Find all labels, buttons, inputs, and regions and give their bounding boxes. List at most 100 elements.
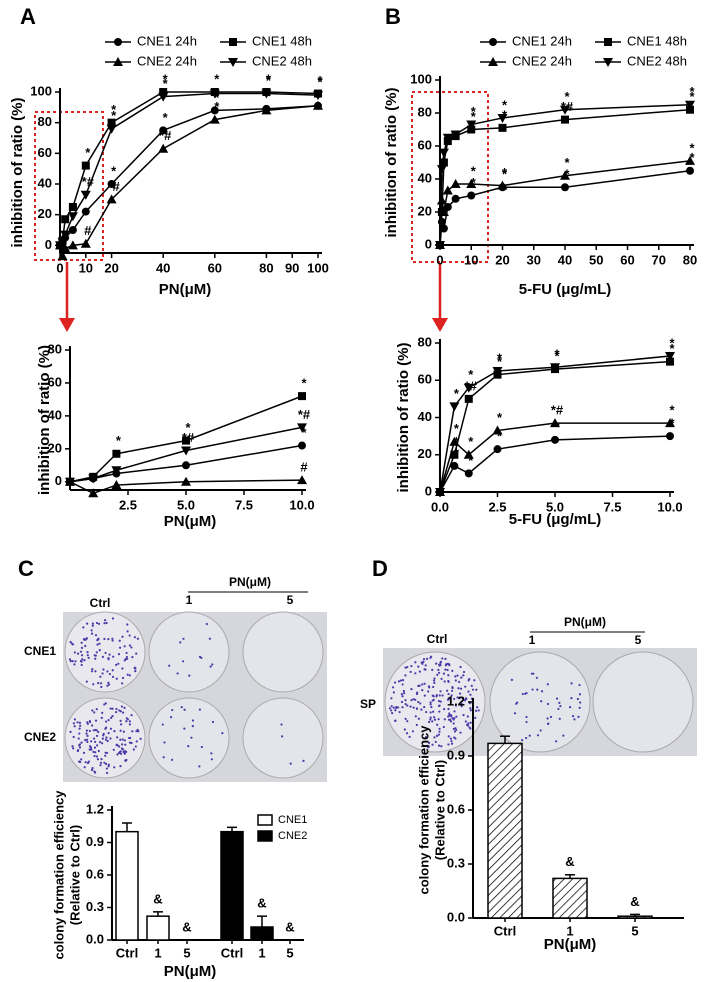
colony [90,740,93,743]
colony [429,718,432,721]
colony [458,696,461,699]
colony [79,650,83,653]
colony [578,693,582,696]
colony [125,717,128,720]
colony [101,711,104,715]
colony [115,743,118,746]
colony [119,765,122,768]
significance-label: * [116,433,122,448]
significance-label: * [163,71,169,86]
colony [111,637,114,640]
colony [92,737,96,740]
y-tick-label: 0.0 [86,931,104,946]
colony [442,725,445,729]
colony [171,708,174,712]
colony [429,711,432,714]
colony [171,758,174,761]
colony [76,721,79,724]
colony [453,730,457,733]
marker [68,203,77,211]
colony [169,716,173,719]
colony [119,729,122,732]
colony [161,723,164,726]
colony [100,757,103,761]
colony [120,705,124,708]
y-tick-label: 80 [48,341,62,356]
colony [414,698,417,701]
colony [455,728,458,732]
colony [115,677,118,680]
colony [401,683,404,686]
photo-label: SP [360,697,376,711]
colony [433,736,436,739]
colony [524,692,527,695]
colony [473,679,476,682]
x-tick-label: 2.5 [119,497,137,512]
colony [187,745,190,748]
colony [111,707,114,710]
x-tick-label: 5 [631,923,638,938]
colony [400,700,404,704]
colony [78,727,81,730]
marker [497,180,508,190]
colony [429,703,432,706]
colony [91,622,94,625]
colony [397,680,401,683]
colony [450,715,453,718]
colony [120,723,123,726]
y-tick-label: 0.9 [86,834,104,849]
colony [80,654,84,657]
colony [77,737,80,740]
y-tick-label: 40 [38,175,52,190]
significance-label: * [214,99,220,114]
significance-label: & [182,919,191,934]
colony [99,675,102,678]
marker [313,91,323,101]
marker [492,425,503,435]
colony [438,663,441,666]
y-tick-label: 100 [410,71,432,86]
marker [159,126,168,135]
colony [392,691,395,694]
x-tick-label: 100 [307,260,329,275]
significance-label: * [689,89,695,104]
colony [469,721,472,724]
x-tick-label: 0 [436,252,443,267]
y-tick-label: 0.9 [447,747,465,762]
series-line [439,435,671,493]
colony [72,722,75,725]
colony [94,654,97,657]
colony [115,707,118,711]
marker [106,194,117,204]
series-line [59,105,319,259]
colony [532,672,535,675]
colony [447,674,450,677]
colony [97,637,100,640]
legend-label: CNE2 48h [627,53,687,68]
colony [559,704,562,708]
marker [449,436,460,446]
significance-label: * [317,75,323,90]
colony [90,670,94,673]
colony [525,715,528,719]
colony [535,676,538,679]
colony [105,771,109,775]
y-tick-label: 1.2 [447,693,465,708]
colony [443,718,446,721]
colony [95,708,98,711]
significance-label: # [84,223,92,238]
significance-label: * [468,434,474,449]
colony [420,708,423,711]
colony [456,674,459,677]
colony [437,733,440,736]
marker [298,441,306,450]
colony [83,766,86,769]
colony [412,697,415,701]
colony [93,754,96,758]
significance-label: * [564,89,570,104]
colony [464,720,467,723]
colony [136,637,139,640]
colony [454,704,458,707]
colony [99,764,102,767]
colony [570,697,573,700]
